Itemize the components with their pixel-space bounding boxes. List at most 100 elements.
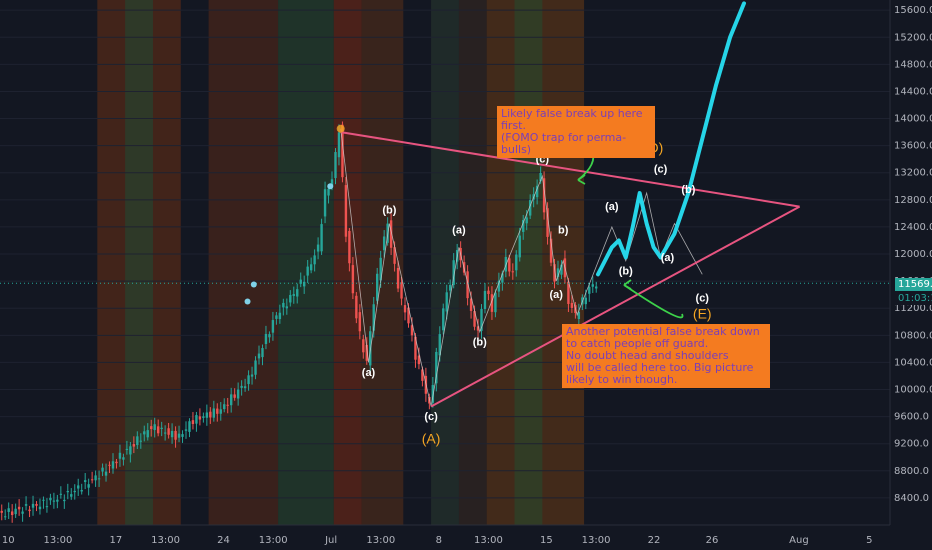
- indicator-band: [333, 0, 362, 525]
- candle-body: [476, 326, 480, 331]
- candle-body: [483, 290, 487, 309]
- note-false-breakdown: Another potential false break down to ca…: [562, 324, 770, 388]
- wave-label: (a): [550, 289, 564, 301]
- candle-body: [195, 415, 198, 424]
- candle-body: [299, 279, 302, 284]
- wave-label: (c): [696, 292, 710, 304]
- candle-body: [4, 516, 7, 518]
- candle-body: [261, 348, 264, 358]
- x-tick-label: 24: [217, 535, 230, 546]
- candle-body: [396, 267, 400, 289]
- projection-path: [595, 1, 746, 277]
- x-tick-label: 5: [866, 535, 872, 546]
- candle-body: [17, 506, 21, 510]
- candle-body: [417, 355, 421, 365]
- candle-body: [452, 260, 455, 285]
- candle-body: [376, 273, 379, 301]
- wave-label: (b): [619, 265, 633, 277]
- candle-body: [522, 219, 525, 232]
- candle-body: [292, 294, 295, 296]
- candle-body: [351, 265, 355, 294]
- candle-body: [97, 478, 101, 480]
- candle-body: [7, 508, 10, 512]
- candle-body: [104, 471, 108, 476]
- candle-body: [487, 290, 490, 295]
- candle-body: [24, 504, 28, 506]
- candle-body: [449, 284, 452, 291]
- candle-body: [323, 189, 327, 217]
- candle-body: [393, 247, 396, 264]
- arrow-lower: [623, 284, 684, 319]
- candle-body: [560, 264, 563, 275]
- candle-body: [212, 408, 216, 418]
- candle-body: [302, 281, 306, 287]
- candle-body: [80, 490, 83, 492]
- candle-body: [56, 499, 59, 502]
- candle-body: [469, 298, 473, 311]
- x-tick-label: 10: [2, 535, 15, 546]
- candle-body: [167, 428, 170, 435]
- candle-body: [330, 179, 334, 186]
- candle-body: [264, 333, 268, 344]
- candle-body: [122, 457, 125, 460]
- candle-body: [442, 308, 445, 331]
- candle-body: [410, 325, 414, 336]
- candle-body: [184, 429, 188, 431]
- candle-body: [202, 416, 205, 418]
- candle-body: [73, 490, 76, 493]
- candle-body: [382, 236, 386, 251]
- y-tick-label: 10800.0: [894, 330, 932, 341]
- candle-body: [254, 360, 257, 375]
- candle-body: [143, 431, 146, 435]
- candle-body: [285, 306, 289, 309]
- candle-body: [70, 494, 73, 497]
- candle-body: [271, 320, 275, 333]
- candle-body: [111, 461, 115, 469]
- wave-label: b): [558, 225, 569, 237]
- candle-body: [108, 464, 111, 466]
- y-tick-label: 10400.0: [894, 357, 932, 368]
- candle-body: [435, 351, 438, 384]
- candle-body: [494, 292, 497, 313]
- wave-label: (a): [605, 201, 619, 213]
- candle-body: [146, 430, 149, 438]
- indicator-band: [125, 0, 153, 525]
- x-tick-label: 13:00: [474, 535, 503, 546]
- candle-body: [101, 467, 104, 472]
- candle-body: [45, 506, 49, 508]
- candle-body: [170, 430, 174, 438]
- indicator-dot: [250, 281, 257, 288]
- candle-body: [296, 289, 299, 297]
- candle-body: [466, 271, 469, 299]
- candle-body: [403, 305, 407, 313]
- candle-body: [129, 446, 132, 455]
- candle-body: [282, 302, 285, 308]
- candle-body: [257, 353, 261, 359]
- candle-body: [66, 491, 69, 493]
- candle-body: [240, 385, 243, 388]
- note-false-breakup: Likely false break up here first. (FOMO …: [497, 106, 655, 158]
- candle-body: [490, 294, 494, 312]
- candle-body: [348, 230, 351, 264]
- candle-body: [511, 271, 514, 273]
- candle-body: [501, 273, 504, 283]
- candle-body: [556, 268, 560, 278]
- candle-body: [278, 312, 282, 320]
- candle-body: [306, 266, 309, 276]
- candle-body: [518, 235, 521, 258]
- indicator-band: [514, 0, 543, 525]
- candle-body: [316, 244, 320, 252]
- candle-body: [365, 344, 368, 361]
- candle-body: [49, 497, 52, 501]
- candle-body: [226, 404, 229, 406]
- wave-label: (E): [693, 305, 712, 321]
- candle-body: [362, 339, 365, 353]
- candle-body: [250, 374, 254, 377]
- candle-body: [400, 282, 403, 299]
- candle-body: [591, 284, 594, 287]
- candle-body: [525, 217, 528, 224]
- candle-body: [407, 307, 410, 324]
- candle-body: [14, 508, 17, 515]
